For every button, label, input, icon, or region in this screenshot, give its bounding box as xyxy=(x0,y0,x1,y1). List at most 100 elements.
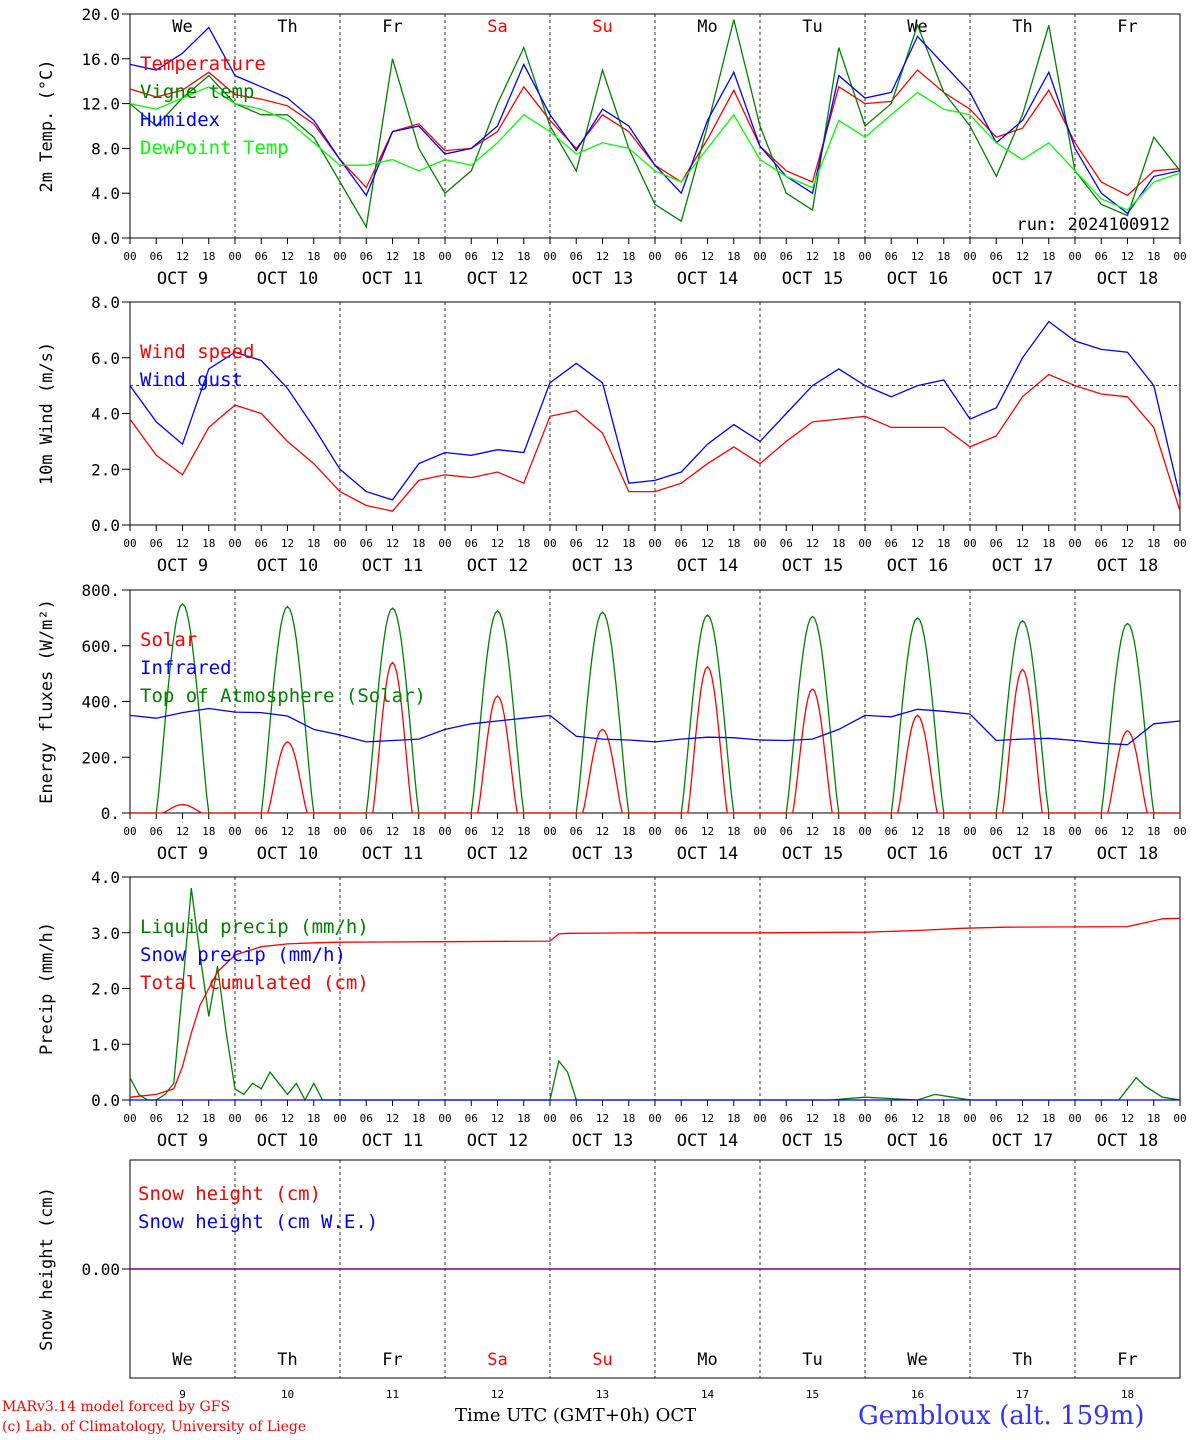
hour-tick-label: 12 xyxy=(386,250,399,263)
y-tick-label: 4.0 xyxy=(91,405,120,424)
hour-tick-label: 06 xyxy=(675,250,688,263)
hour-tick-label: 06 xyxy=(885,250,898,263)
hour-tick-label: 12 xyxy=(911,1112,924,1125)
hour-tick-label: 12 xyxy=(701,1112,714,1125)
hour-tick-label: 00 xyxy=(438,825,451,838)
hour-tick-label: 06 xyxy=(780,825,793,838)
hour-tick-label: 18 xyxy=(412,1112,425,1125)
date-label: OCT 9 xyxy=(157,556,208,576)
y-tick-label: 0.0 xyxy=(91,1091,120,1110)
weekday-label: Th xyxy=(277,1350,297,1370)
date-label: OCT 18 xyxy=(1097,269,1158,289)
y-tick-label: 12.0 xyxy=(81,95,120,114)
y-tick-label: 0. xyxy=(101,804,120,823)
weekday-label: Sa xyxy=(487,17,507,37)
date-label: OCT 10 xyxy=(257,844,318,864)
hour-tick-label: 00 xyxy=(333,250,346,263)
series-line xyxy=(129,19,1181,229)
hour-tick-label: 00 xyxy=(648,250,661,263)
y-axis-label: 10m Wind (m/s) xyxy=(37,342,57,485)
hour-tick-label: 12 xyxy=(596,825,609,838)
hour-tick-label: 18 xyxy=(1147,250,1160,263)
hour-tick-label: 00 xyxy=(123,1112,136,1125)
y-axis-label: Energy fluxes (W/m²) xyxy=(37,599,57,804)
hour-tick-label: 06 xyxy=(1095,1112,1108,1125)
hour-tick-label: 06 xyxy=(465,1112,478,1125)
hour-tick-label: 06 xyxy=(255,1112,268,1125)
y-tick-label: 6.0 xyxy=(91,349,120,368)
panel-2: 00 06 12 18 00 06 12 18 00 06 12 18 00 06 12 18 00 06 12 18… xyxy=(37,293,1187,576)
hour-tick-label: 12 xyxy=(1016,1112,1029,1125)
date-label: OCT 9 xyxy=(157,1131,208,1151)
hour-tick-label: 06 xyxy=(570,1112,583,1125)
date-label: OCT 15 xyxy=(782,844,843,864)
hour-tick-label: 18 xyxy=(1042,825,1055,838)
hour-tick-label: 00 xyxy=(333,1112,346,1125)
hour-tick-label: 18 xyxy=(1147,825,1160,838)
date-label: OCT 16 xyxy=(887,269,948,289)
date-label: OCT 18 xyxy=(1097,1131,1158,1151)
date-label: OCT 13 xyxy=(572,1131,633,1151)
hour-tick-label: 06 xyxy=(255,250,268,263)
hour-tick-label: 18 xyxy=(937,250,950,263)
hour-tick-label: 06 xyxy=(885,1112,898,1125)
hour-tick-label: 06 xyxy=(360,537,373,550)
y-axis-label: Precip (mm/h) xyxy=(37,922,57,1055)
run-annotation: run: 2024100912 xyxy=(1016,215,1170,235)
weekday-label: Th xyxy=(277,17,297,37)
hour-tick-label: 00 xyxy=(648,1112,661,1125)
weekday-label: We xyxy=(172,1350,192,1370)
legend-entry: Total cumulated (cm) xyxy=(140,972,369,994)
y-tick-label: 1.0 xyxy=(91,1035,120,1054)
weekday-label: Sa xyxy=(487,1350,507,1370)
hour-tick-label: 12 xyxy=(386,1112,399,1125)
hour-tick-label: 06 xyxy=(675,1112,688,1125)
weekday-label: We xyxy=(172,17,192,37)
hour-tick-label: 00 xyxy=(858,537,871,550)
hour-tick-label: 00 xyxy=(858,250,871,263)
y-tick-label: 20.0 xyxy=(81,5,120,24)
hour-tick-label: 06 xyxy=(570,537,583,550)
legend-entry: Liquid precip (mm/h) xyxy=(140,916,369,938)
hour-tick-label: 12 xyxy=(806,250,819,263)
hour-tick-label: 18 xyxy=(622,250,635,263)
hour-tick-label: 12 xyxy=(806,825,819,838)
day-number-label: 11 xyxy=(386,1388,399,1401)
y-tick-label: 800. xyxy=(81,581,120,600)
hour-tick-label: 18 xyxy=(307,250,320,263)
date-label: OCT 12 xyxy=(467,1131,528,1151)
hour-tick-label: 18 xyxy=(517,1112,530,1125)
date-label: OCT 11 xyxy=(362,269,423,289)
y-tick-label: 4.0 xyxy=(91,868,120,887)
hour-tick-label: 18 xyxy=(622,537,635,550)
legend-entry: Vigne temp xyxy=(140,81,254,103)
hour-tick-label: 06 xyxy=(255,537,268,550)
hour-tick-label: 00 xyxy=(123,250,136,263)
hour-tick-label: 12 xyxy=(911,825,924,838)
hour-tick-label: 18 xyxy=(412,250,425,263)
hour-tick-label: 00 xyxy=(753,537,766,550)
y-tick-label: 3.0 xyxy=(91,924,120,943)
date-label: OCT 13 xyxy=(572,556,633,576)
hour-tick-label: 12 xyxy=(806,1112,819,1125)
hour-tick-label: 18 xyxy=(412,825,425,838)
hour-tick-label: 00 xyxy=(333,825,346,838)
hour-tick-label: 18 xyxy=(832,250,845,263)
hour-tick-label: 00 xyxy=(963,537,976,550)
hour-tick-label: 18 xyxy=(202,825,215,838)
legend-entry: Snow precip (mm/h) xyxy=(140,944,346,966)
hour-tick-label: 06 xyxy=(360,1112,373,1125)
hour-tick-label: 12 xyxy=(491,1112,504,1125)
y-tick-label: 600. xyxy=(81,637,120,656)
hour-tick-label: 18 xyxy=(307,825,320,838)
hour-tick-label: 06 xyxy=(1095,537,1108,550)
date-label: OCT 15 xyxy=(782,1131,843,1151)
hour-tick-label: 00 xyxy=(963,825,976,838)
legend-entry: Snow height (cm) xyxy=(138,1183,321,1205)
hour-tick-label: 18 xyxy=(1042,1112,1055,1125)
y-tick-label: 400. xyxy=(81,693,120,712)
hour-tick-label: 06 xyxy=(675,825,688,838)
hour-tick-label: 06 xyxy=(465,250,478,263)
hour-tick-label: 18 xyxy=(1147,1112,1160,1125)
series-line-infrared xyxy=(129,707,1181,746)
